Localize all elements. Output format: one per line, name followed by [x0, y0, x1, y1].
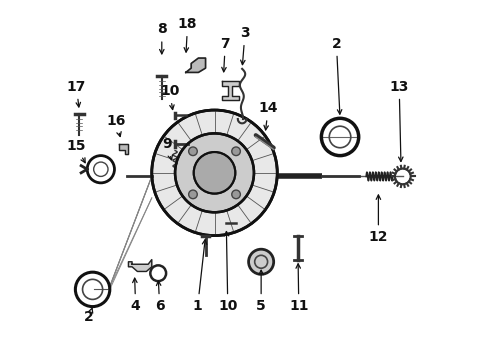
Polygon shape: [128, 260, 152, 271]
Circle shape: [175, 134, 254, 212]
Text: 8: 8: [157, 22, 167, 54]
Circle shape: [189, 147, 197, 156]
Circle shape: [232, 147, 241, 156]
Polygon shape: [119, 144, 128, 154]
Circle shape: [152, 110, 277, 235]
Text: 12: 12: [368, 195, 388, 244]
Text: 3: 3: [240, 26, 250, 65]
Text: 4: 4: [131, 278, 141, 313]
Text: 9: 9: [162, 137, 172, 160]
Circle shape: [194, 152, 235, 194]
Text: 11: 11: [289, 264, 309, 313]
Text: 10: 10: [218, 231, 238, 313]
Text: 6: 6: [155, 281, 165, 313]
Text: 7: 7: [220, 37, 230, 72]
Text: 10: 10: [160, 84, 179, 109]
Text: 1: 1: [193, 240, 207, 313]
Text: 16: 16: [106, 114, 125, 136]
Polygon shape: [186, 58, 205, 72]
Text: 13: 13: [390, 80, 409, 162]
Text: 5: 5: [256, 270, 266, 313]
Polygon shape: [221, 81, 239, 100]
Text: 18: 18: [178, 17, 197, 52]
Text: 2: 2: [84, 307, 94, 324]
Circle shape: [232, 190, 241, 199]
Text: 14: 14: [259, 101, 278, 130]
Text: 2: 2: [332, 37, 342, 114]
Text: 17: 17: [67, 80, 86, 107]
Circle shape: [189, 190, 197, 199]
Circle shape: [248, 249, 274, 274]
Text: 15: 15: [66, 139, 85, 163]
